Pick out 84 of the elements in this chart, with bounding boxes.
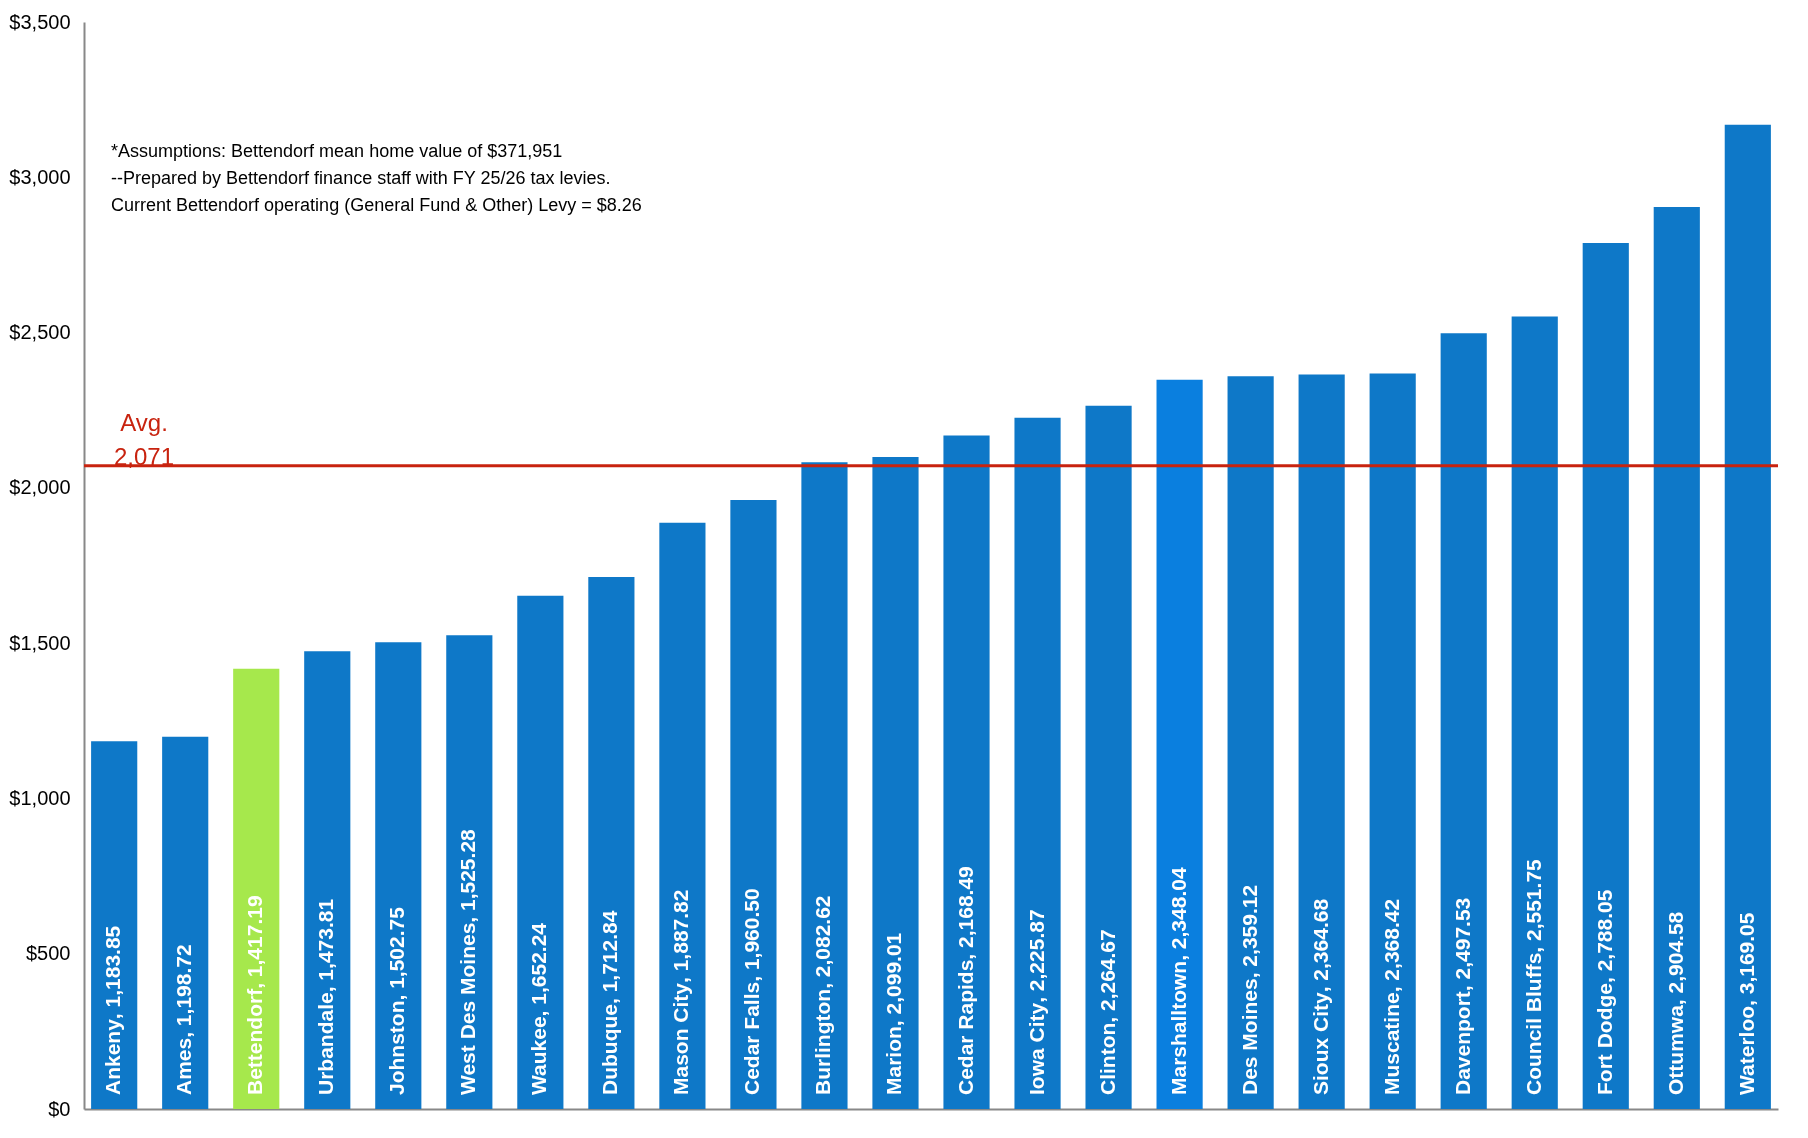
bar	[446, 635, 493, 1109]
data-label: , 2,788.05	[1592, 889, 1616, 984]
bar	[1653, 206, 1700, 1109]
x-tick-label: Cedar Rapids	[953, 959, 977, 1095]
data-label: , 2,368.42	[1379, 898, 1403, 993]
y-tick-label: $0	[48, 1097, 71, 1120]
y-tick-label: $1,000	[9, 786, 71, 809]
x-tick-label: Des Moines	[1237, 978, 1261, 1095]
x-tick-label: Urbandale	[314, 992, 338, 1095]
x-tick-label: Davenport	[1450, 991, 1474, 1095]
bar	[1511, 316, 1558, 1109]
y-tick-label: $1,500	[9, 631, 71, 654]
bar	[1369, 373, 1416, 1109]
data-label: , 2,364.68	[1308, 898, 1332, 993]
y-tick-label: $2,500	[9, 321, 71, 344]
data-label: , 1,198.72	[172, 944, 196, 1038]
x-tick-label: Johnston	[385, 1000, 409, 1095]
annotation: Current Bettendorf operating (General Fund & Other) Levy = $8.26	[111, 195, 642, 215]
x-tick-label: Dubuque	[598, 1004, 622, 1095]
annotation: *Assumptions: Bettendorf mean home value of $371,951	[111, 141, 563, 161]
data-label: , 1,960.50	[740, 888, 764, 982]
x-tick-label: Iowa City	[1024, 1002, 1048, 1095]
x-tick-label: Muscatine	[1379, 992, 1403, 1095]
data-label: , 2,168.49	[953, 866, 977, 960]
data-label: , 2,904.58	[1663, 911, 1687, 1006]
y-tick-label: $2,000	[9, 476, 71, 499]
bar	[304, 651, 351, 1109]
x-tick-label: Council Bluffs	[1521, 952, 1545, 1095]
bar	[1227, 376, 1274, 1109]
y-tick-label: $3,500	[9, 10, 71, 33]
data-label: , 2,082.62	[811, 895, 835, 989]
data-label: , 2,264.67	[1095, 929, 1119, 1023]
data-label: , 1,417.19	[243, 895, 267, 989]
bar	[1085, 405, 1132, 1109]
bar	[91, 741, 138, 1109]
ref-line-label: Avg. 2,071	[113, 408, 175, 470]
data-label: , 2,497.53	[1450, 897, 1474, 992]
x-tick-label: Marshalltown	[1166, 960, 1190, 1095]
data-label: , 2,099.01	[882, 932, 906, 1027]
bar	[943, 435, 990, 1109]
bar	[1724, 124, 1771, 1109]
x-tick-label: Bettendorf	[243, 987, 267, 1095]
x-tick-label: Fort Dodge	[1592, 983, 1616, 1095]
bar	[801, 462, 848, 1109]
bar	[588, 577, 635, 1109]
x-tick-label: West Des Moines	[456, 922, 480, 1095]
data-label: , 2,359.12	[1237, 884, 1261, 979]
bar	[517, 595, 564, 1109]
data-label: , 1,712.84	[598, 910, 622, 1005]
x-tick-label: Marion	[882, 1026, 906, 1095]
x-tick-label: Ankeny	[101, 1018, 125, 1095]
x-tick-label: Sioux City	[1308, 992, 1332, 1095]
x-tick-label: Cedar Falls	[740, 981, 764, 1095]
x-tick-label: Clinton	[1095, 1022, 1119, 1095]
data-label: , 1,183.85	[101, 925, 125, 1020]
bar	[872, 457, 919, 1109]
x-tick-label: Ottumwa	[1663, 1004, 1687, 1095]
x-tick-label: Waterloo	[1734, 1005, 1758, 1095]
bar	[233, 668, 280, 1109]
annotation: --Prepared by Bettendorf finance staff with FY 25/26 tax levies.	[111, 168, 611, 188]
bar	[1440, 333, 1487, 1109]
bar	[1298, 374, 1345, 1109]
x-tick-label: Mason City	[669, 982, 693, 1095]
bar	[1014, 417, 1061, 1109]
x-tick-label: Ames	[172, 1037, 196, 1095]
data-label: , 1,652.24	[527, 922, 551, 1017]
x-tick-label: Burlington	[811, 988, 835, 1095]
bar	[162, 736, 209, 1109]
data-label: , 1,525.28	[456, 828, 480, 923]
y-tick-label: $3,000	[9, 165, 71, 188]
bar	[659, 522, 706, 1109]
data-label: , 1,502.75	[385, 906, 409, 1001]
y-tick-label: $500	[26, 942, 71, 965]
bar	[1156, 379, 1203, 1109]
data-label: , 1,473.81	[314, 898, 338, 993]
data-label: , 3,169.05	[1734, 912, 1758, 1006]
data-label: , 2,225.87	[1024, 909, 1048, 1003]
x-tick-label: Waukee	[527, 1016, 551, 1095]
bar	[730, 500, 777, 1109]
bar	[1582, 243, 1629, 1109]
data-label: , 2,551.75	[1521, 858, 1545, 953]
data-label: , 1,887.82	[669, 889, 693, 983]
bar	[375, 642, 422, 1109]
data-label: , 2,348.04	[1166, 867, 1190, 961]
